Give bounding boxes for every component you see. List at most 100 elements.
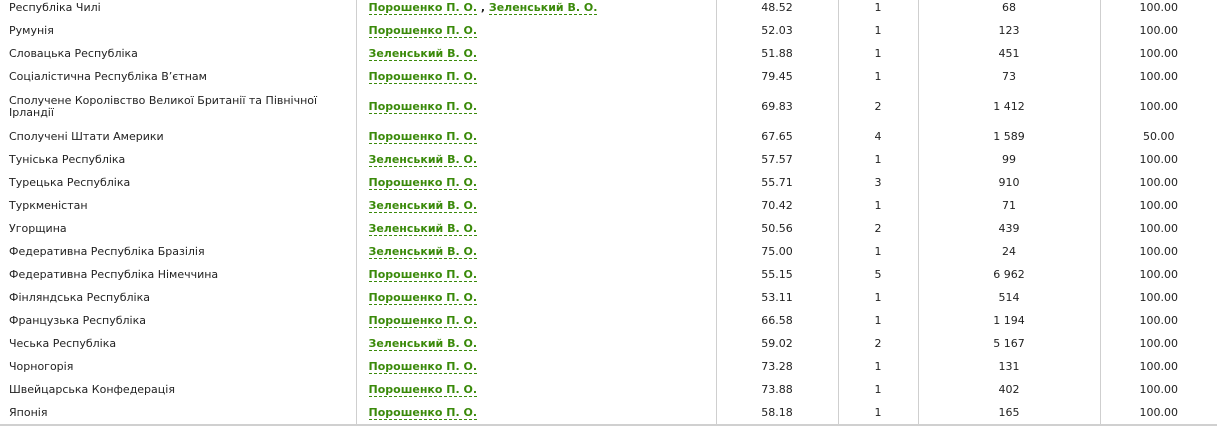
table-row: Японія Порошенко П. О. 58.18 1 165 100.00: [0, 401, 1217, 425]
processed-cell: 100.00: [1099, 286, 1217, 309]
candidate-link[interactable]: Зеленський В. О.: [368, 245, 478, 259]
candidate-link[interactable]: Порошенко П. О.: [368, 70, 478, 84]
candidate-cell: Зеленський В. О.: [355, 148, 716, 171]
country-cell: Федеративна Республіка Німеччина: [9, 268, 219, 281]
table-row: Чеська Республіка Зеленський В. О. 59.02 2 5…: [0, 332, 1217, 355]
country-cell: Фінляндська Республіка: [9, 291, 150, 304]
candidate-link[interactable]: Порошенко П. О.: [368, 176, 478, 190]
turnout-cell: 79.45: [715, 65, 838, 88]
candidate-cell: Порошенко П. О.: [355, 65, 716, 88]
processed-cell: 100.00: [1099, 401, 1217, 425]
voters-cell: 1 589: [917, 125, 1100, 148]
processed-cell: 100.00: [1099, 217, 1217, 240]
voters-cell: 1 412: [917, 88, 1100, 125]
candidate-link[interactable]: Порошенко П. О.: [368, 406, 478, 420]
turnout-cell: 67.65: [715, 125, 838, 148]
candidate-link[interactable]: Порошенко П. О.: [368, 268, 478, 282]
voters-cell: 402: [917, 378, 1100, 401]
voters-cell: 68: [917, 0, 1100, 19]
voters-cell: 439: [917, 217, 1100, 240]
turnout-cell: 52.03: [715, 19, 838, 42]
turnout-cell: 75.00: [715, 240, 838, 263]
candidate-link[interactable]: Зеленський В. О.: [368, 222, 478, 236]
turnout-cell: 73.28: [715, 355, 838, 378]
processed-cell: 100.00: [1099, 309, 1217, 332]
processed-cell: 100.00: [1099, 65, 1217, 88]
candidate-cell: Порошенко П. О.: [355, 309, 716, 332]
turnout-cell: 55.15: [715, 263, 838, 286]
candidate-link[interactable]: Зеленський В. О.: [368, 337, 478, 351]
candidate-link[interactable]: Порошенко П. О.: [368, 360, 478, 374]
stations-cell: 4: [837, 125, 918, 148]
candidate-link[interactable]: Зеленський В. О.: [368, 199, 478, 213]
candidate-cell: Порошенко П. О.: [355, 125, 716, 148]
stations-cell: 1: [837, 148, 918, 171]
candidate-link[interactable]: Порошенко П. О.: [368, 99, 478, 114]
turnout-cell: 59.02: [715, 332, 838, 355]
country-cell: Сполучене Королівство Великої Британії т…: [9, 93, 318, 119]
table-row: Республіка Чилі Порошенко П. О. , Зеленсь…: [0, 0, 1217, 19]
candidate-link[interactable]: Порошенко П. О.: [368, 383, 478, 397]
country-cell: Японія: [9, 406, 48, 419]
table-row: Федеративна Республіка Німеччина Порошенк…: [0, 263, 1217, 286]
candidate-link[interactable]: Зеленський В. О.: [368, 47, 478, 61]
candidate-cell: Порошенко П. О.: [355, 401, 716, 425]
processed-cell: 100.00: [1099, 378, 1217, 401]
voters-cell: 1 194: [917, 309, 1100, 332]
stations-cell: 3: [837, 171, 918, 194]
voters-cell: 123: [917, 19, 1100, 42]
processed-cell: 100.00: [1099, 42, 1217, 65]
candidate-cell: Порошенко П. О.: [355, 355, 716, 378]
processed-cell: 100.00: [1099, 332, 1217, 355]
stations-cell: 1: [837, 0, 918, 19]
candidate-link[interactable]: Порошенко П. О.: [368, 314, 478, 328]
candidate-cell: Зеленський В. О.: [355, 194, 716, 217]
turnout-cell: 51.88: [715, 42, 838, 65]
candidate-link[interactable]: Порошенко П. О.: [368, 24, 478, 38]
candidate-cell: Зеленський В. О.: [355, 42, 716, 65]
candidate-link[interactable]: Зеленський В. О.: [368, 153, 478, 167]
turnout-cell: 70.42: [715, 194, 838, 217]
stations-cell: 5: [837, 263, 918, 286]
stations-cell: 1: [837, 19, 918, 42]
turnout-cell: 66.58: [715, 309, 838, 332]
voters-cell: 6 962: [917, 263, 1100, 286]
country-cell: Румунія: [9, 24, 54, 37]
stations-cell: 1: [837, 42, 918, 65]
candidate-cell: Порошенко П. О.: [355, 19, 716, 42]
stations-cell: 1: [837, 194, 918, 217]
country-cell: Чорногорія: [9, 360, 74, 373]
candidate-cell: Порошенко П. О.: [355, 88, 716, 125]
candidate-cell: Порошенко П. О.: [355, 171, 716, 194]
turnout-cell: 73.88: [715, 378, 838, 401]
table-row: Французька Республіка Порошенко П. О. 66.5…: [0, 309, 1217, 332]
stations-cell: 1: [837, 401, 918, 425]
voters-cell: 71: [917, 194, 1100, 217]
stations-cell: 1: [837, 286, 918, 309]
country-cell: Угорщина: [9, 222, 67, 235]
turnout-cell: 53.11: [715, 286, 838, 309]
stations-cell: 2: [837, 217, 918, 240]
candidate-link[interactable]: Порошенко П. О.: [368, 130, 478, 144]
processed-cell: 100.00: [1099, 148, 1217, 171]
country-cell: Туніська Республіка: [9, 153, 126, 166]
candidate-link[interactable]: Зеленський В. О.: [488, 1, 598, 15]
candidate-link[interactable]: Порошенко П. О.: [368, 1, 478, 15]
voters-cell: 5 167: [917, 332, 1100, 355]
table-row: Туніська Республіка Зеленський В. О. 57.57…: [0, 148, 1217, 171]
country-cell: Федеративна Республіка Бразілія: [9, 245, 205, 258]
processed-cell: 50.00: [1099, 125, 1217, 148]
table-row: Сполучене Королівство Великої Британії т…: [0, 88, 1217, 125]
table-row: Турецька Республіка Порошенко П. О. 55.71 3…: [0, 171, 1217, 194]
table-row: Чорногорія Порошенко П. О. 73.28 1 131 100.00: [0, 355, 1217, 378]
candidate-link[interactable]: Порошенко П. О.: [368, 291, 478, 305]
stations-cell: 1: [837, 240, 918, 263]
stations-cell: 1: [837, 378, 918, 401]
table-row: Швейцарська Конфедерація Порошенко П. О. 7…: [0, 378, 1217, 401]
table-row: Румунія Порошенко П. О. 52.03 1 123 100.00: [0, 19, 1217, 42]
table-row: Словацька Республіка Зеленський В. О. 51.8…: [0, 42, 1217, 65]
country-cell: Чеська Республіка: [9, 337, 117, 350]
country-cell: Сполучені Штати Америки: [9, 130, 164, 143]
table-row: Сполучені Штати Америки Порошенко П. О. 67…: [0, 125, 1217, 148]
